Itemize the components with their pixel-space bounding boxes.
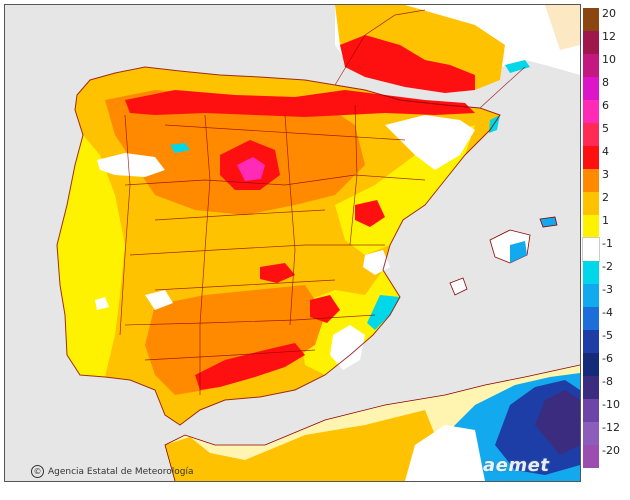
agency-credit: © Agencia Estatal de Meteorología [31, 465, 194, 478]
legend-swatch [583, 353, 599, 376]
legend-swatch [583, 261, 599, 284]
legend-swatch [583, 307, 599, 330]
iberia-yellow-west [57, 135, 125, 377]
north-africa-colder-core [535, 390, 580, 455]
murcia-hot-core [310, 295, 340, 323]
anomaly-map [56, 5, 580, 481]
legend-label: 5 [602, 122, 609, 135]
duero-magenta-core [237, 157, 265, 181]
map-frame [4, 4, 581, 482]
legend-label: 10 [602, 53, 616, 66]
cantabria-cool-patch [170, 143, 190, 153]
legend-label: 12 [602, 30, 616, 43]
central-hot-core [260, 263, 295, 283]
catalonia-neutral [385, 115, 475, 170]
province-borders [56, 9, 526, 426]
agency-credit-text: Agencia Estatal de Meteorología [48, 466, 194, 477]
africa-coastline [164, 364, 580, 481]
legend-label: -12 [602, 421, 620, 434]
legend-label: 4 [602, 145, 609, 158]
france-cool-coast [505, 60, 530, 73]
legend-label: 20 [602, 7, 616, 20]
central-neutral [145, 290, 173, 310]
mallorca-cool [510, 241, 527, 263]
north-africa-white [405, 425, 485, 481]
legend-label: -6 [602, 352, 613, 365]
legend-label: 8 [602, 76, 609, 89]
legend: 20 12 10 8 6 5 4 3 2 1 -1 -2 -3 -4 -5 -6 -8 -10 -12 -20 [582, 7, 627, 480]
legend-swatch [583, 192, 599, 215]
legend-label: -8 [602, 375, 613, 388]
west-neutral [95, 297, 109, 310]
legend-swatch [582, 237, 600, 262]
france-hot-core [340, 35, 475, 93]
legend-swatch [583, 330, 599, 353]
legend-swatch [583, 77, 599, 100]
legend-label: -2 [602, 260, 613, 273]
alicante-cool-coast [367, 295, 400, 330]
legend-swatch [583, 422, 599, 445]
legend-swatch [583, 100, 599, 123]
iberia-yellow-south [295, 270, 400, 375]
ebro-hot-core [355, 200, 385, 227]
legend-swatch [583, 376, 599, 399]
legend-swatch [583, 399, 599, 422]
legend-swatch [583, 8, 599, 31]
legend-swatch [583, 215, 599, 238]
legend-label: 3 [602, 168, 609, 181]
copyright-icon: © [31, 465, 44, 478]
europe-east-land [545, 5, 580, 50]
aemet-logo: aemet [483, 455, 550, 476]
north-africa-warm [165, 410, 435, 481]
legend-label: 1 [602, 214, 609, 227]
guadalquivir-hot-core [195, 343, 305, 390]
legend-swatch [583, 54, 599, 77]
legend-swatch [583, 169, 599, 192]
legend-label: -1 [602, 237, 613, 250]
legend-label: -3 [602, 283, 613, 296]
legend-swatch [583, 445, 599, 468]
legend-label: 2 [602, 191, 609, 204]
legend-label: -20 [602, 444, 620, 457]
legend-swatch [583, 146, 599, 169]
legend-label: -4 [602, 306, 613, 319]
legend-label: 6 [602, 99, 609, 112]
legend-swatch [583, 284, 599, 307]
menorca-island [539, 216, 558, 228]
legend-swatch [583, 123, 599, 146]
legend-swatch [583, 31, 599, 54]
ibiza-island [449, 277, 468, 296]
legend-label: -10 [602, 398, 620, 411]
legend-label: -5 [602, 329, 613, 342]
iberia-orange-south [145, 285, 325, 395]
southeast-neutral [330, 325, 365, 370]
northwest-neutral [97, 153, 165, 177]
